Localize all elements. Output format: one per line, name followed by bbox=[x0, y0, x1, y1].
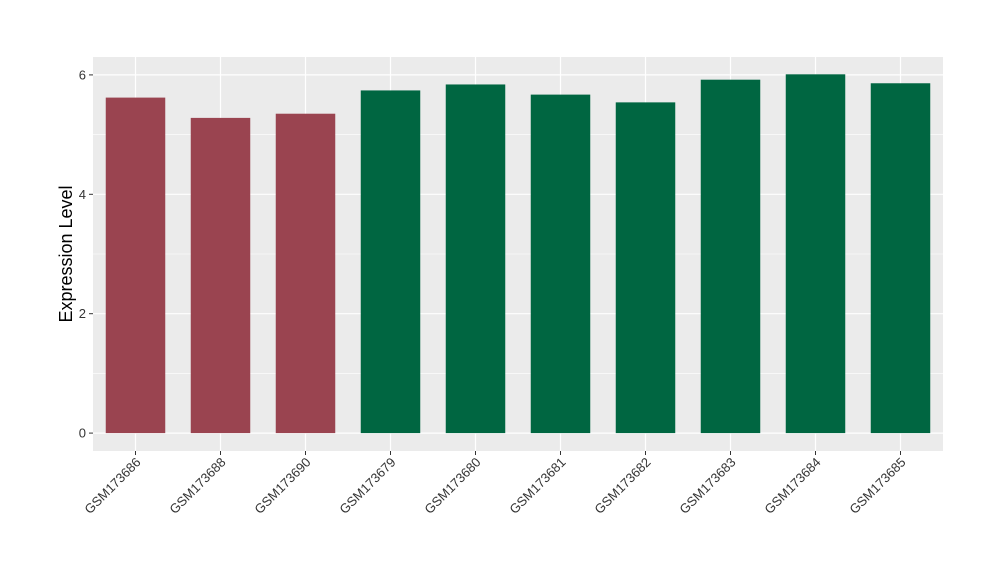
y-tick-label: 0 bbox=[79, 426, 86, 441]
x-tick-label: GSM173679 bbox=[336, 455, 398, 517]
bar-GSM173680 bbox=[445, 84, 506, 434]
bar-GSM173685 bbox=[870, 83, 931, 434]
y-axis: 0 2 4 6 bbox=[79, 67, 93, 441]
y-tick-label: 6 bbox=[79, 67, 86, 82]
x-tick-label: GSM173688 bbox=[166, 455, 228, 517]
y-tick-label: 4 bbox=[79, 187, 86, 202]
bar-GSM173688 bbox=[190, 117, 251, 434]
x-tick-label: GSM173682 bbox=[591, 455, 653, 517]
bar-GSM173681 bbox=[530, 94, 591, 434]
bar-GSM173690 bbox=[275, 113, 336, 434]
bar-GSM173683 bbox=[700, 79, 761, 434]
x-tick-label: GSM173685 bbox=[846, 455, 908, 517]
x-tick-label: GSM173680 bbox=[421, 455, 483, 517]
x-tick-label: GSM173684 bbox=[761, 455, 823, 517]
bar-GSM173684 bbox=[785, 74, 846, 434]
x-tick-label: GSM173686 bbox=[81, 455, 143, 517]
x-tick-label: GSM173683 bbox=[676, 455, 738, 517]
bar-GSM173686 bbox=[105, 97, 166, 434]
y-axis-title: Expression Level bbox=[56, 185, 76, 322]
x-tick-label: GSM173690 bbox=[251, 455, 313, 517]
bar-GSM173682 bbox=[615, 102, 676, 434]
y-tick-label: 2 bbox=[79, 306, 86, 321]
bars bbox=[105, 74, 931, 434]
bar-GSM173679 bbox=[360, 90, 421, 434]
x-axis: GSM173686 GSM173688 GSM173690 GSM173679 GSM1… bbox=[81, 451, 909, 517]
x-tick-label: GSM173681 bbox=[506, 455, 568, 517]
